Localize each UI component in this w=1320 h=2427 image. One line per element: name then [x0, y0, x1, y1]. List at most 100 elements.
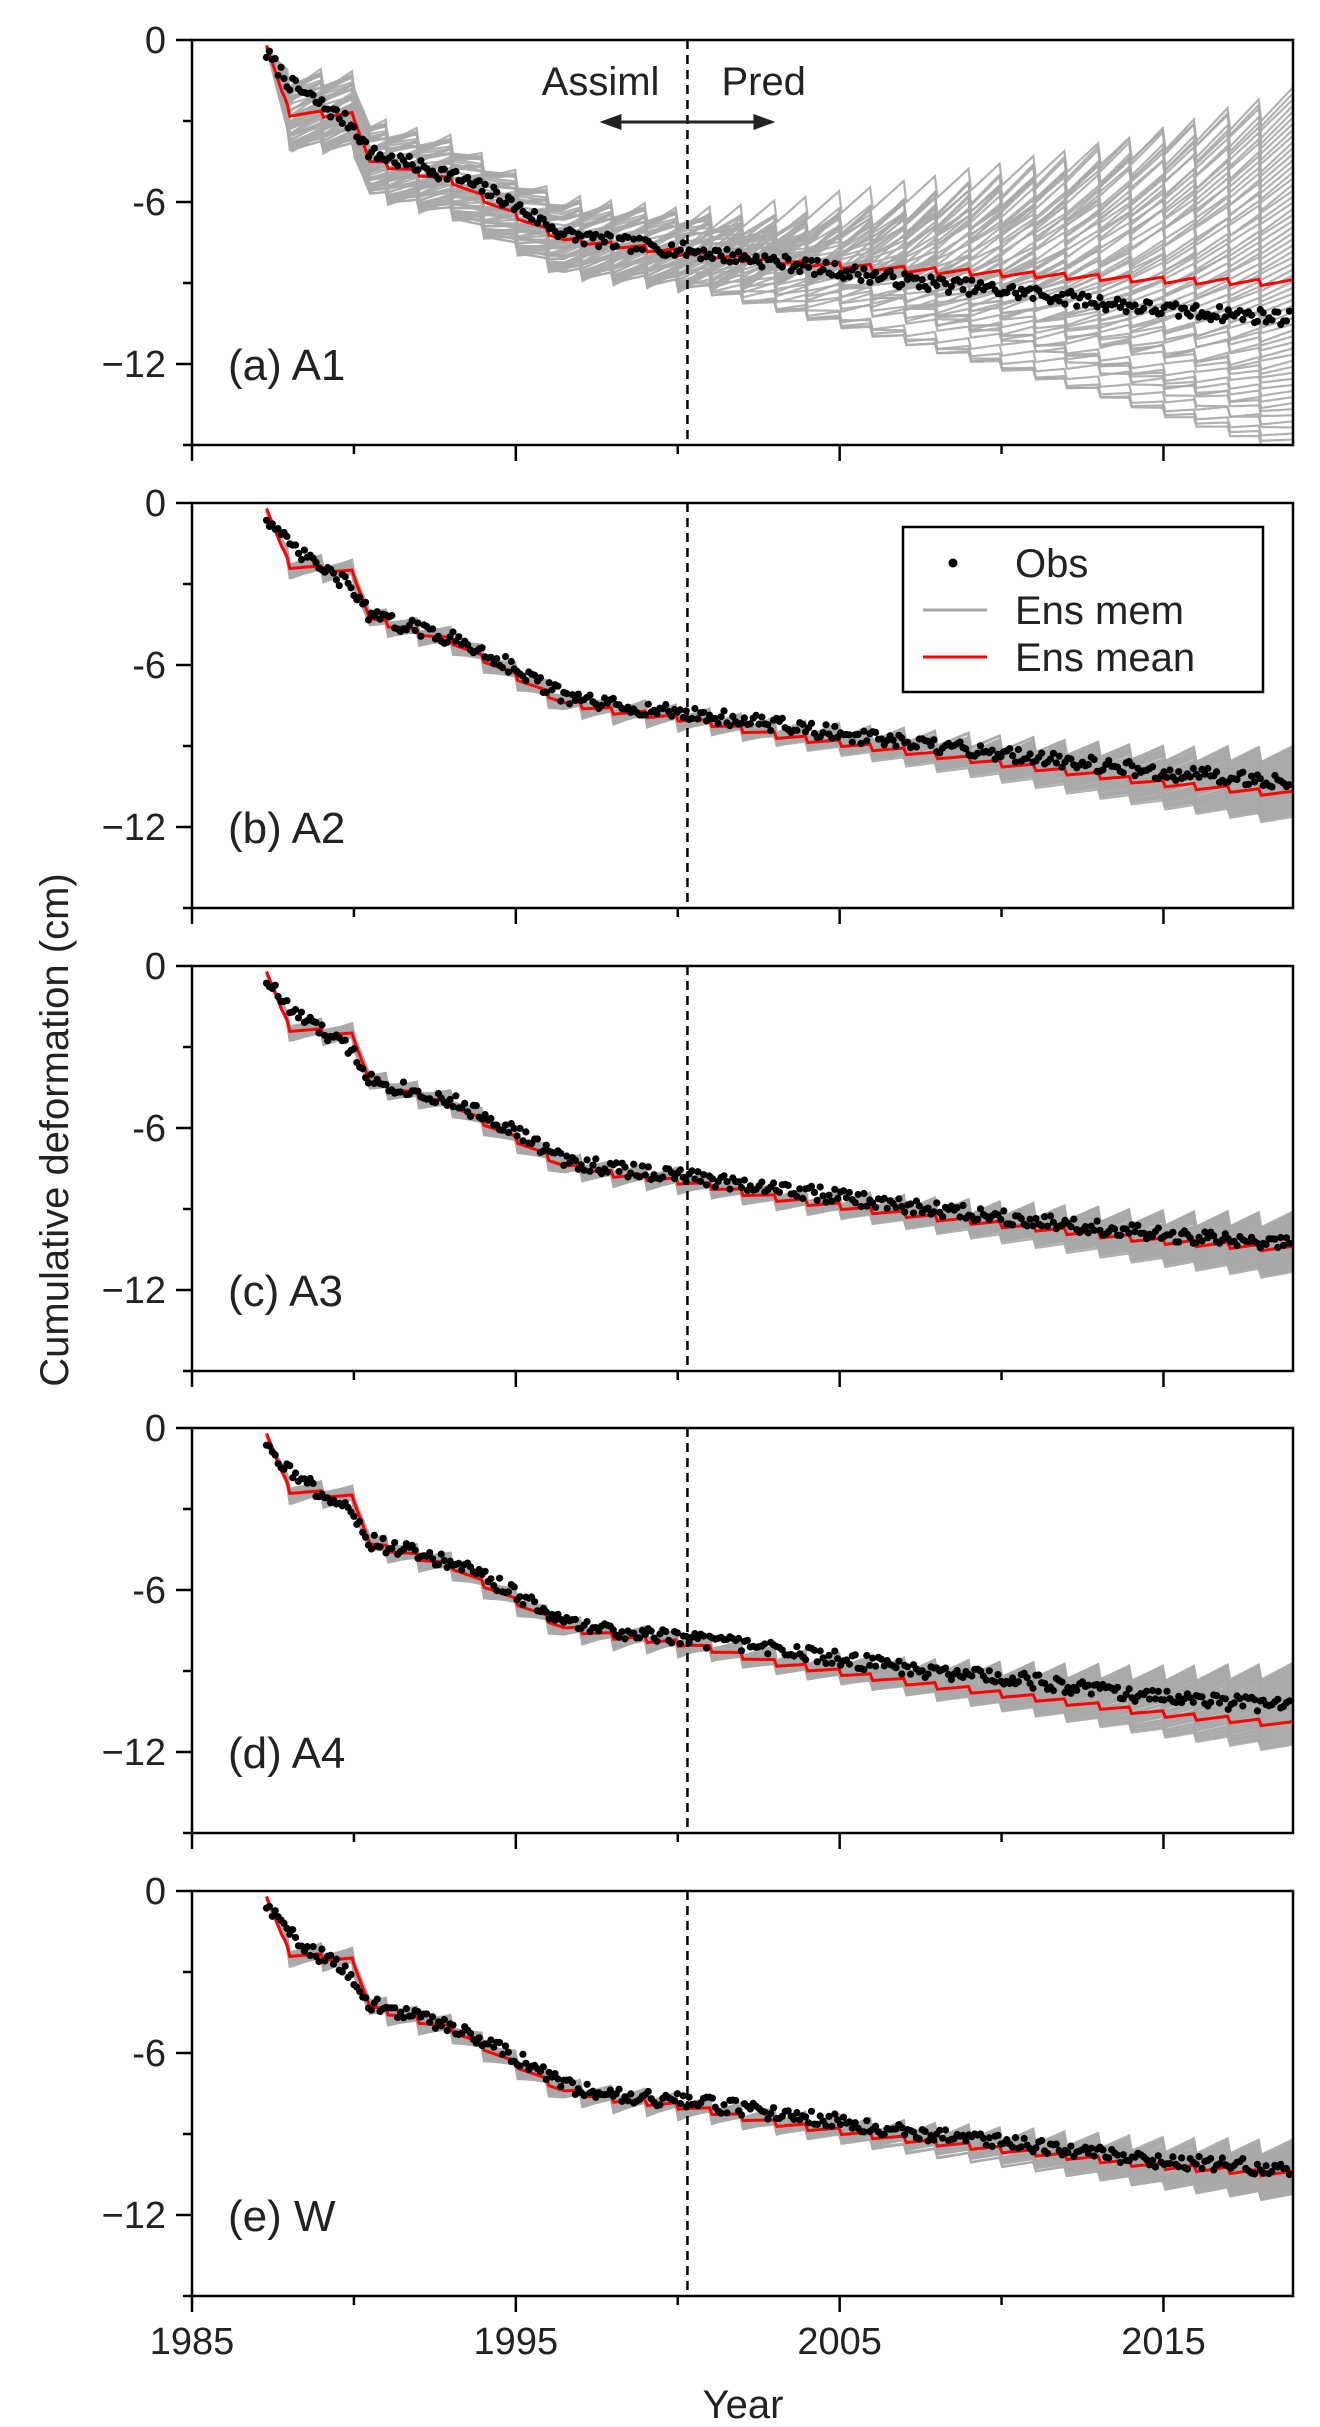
obs-point [300, 546, 308, 554]
obs-point [956, 278, 964, 286]
obs-point [1256, 775, 1264, 783]
obs-point [1026, 1215, 1034, 1223]
obs-point [271, 1907, 279, 1915]
ensemble-member-line [265, 1898, 1293, 2188]
obs-point [813, 2120, 821, 2128]
obs-point [1285, 2170, 1293, 2179]
obs-point [720, 707, 728, 715]
obs-point [790, 2115, 798, 2123]
obs-point [437, 1550, 445, 1558]
ensemble-member-line [265, 1898, 1293, 2184]
obs-point [560, 1161, 568, 1169]
obs-point [1239, 1702, 1247, 1710]
obs-point [635, 1173, 644, 1181]
panel-frame [190, 38, 1295, 447]
obs-point [408, 2012, 416, 2020]
ensemble-member-line [265, 973, 1293, 1257]
panel-label: (d) A4 [228, 1729, 345, 1778]
obs-point [399, 1078, 408, 1086]
obs-point [327, 113, 335, 121]
obs-point [860, 265, 868, 273]
obs-point [994, 1671, 1002, 1679]
obs-point [528, 216, 536, 224]
obs-point [429, 2013, 437, 2021]
obs-point [857, 739, 865, 748]
obs-point [851, 2119, 859, 2127]
obs-point [1282, 317, 1291, 325]
obs-point [939, 1213, 947, 1221]
obs-point [297, 556, 306, 564]
obs-point [452, 1092, 460, 1100]
obs-point [510, 1583, 518, 1591]
obs-point [901, 270, 909, 278]
obs-point [831, 1647, 839, 1655]
obs-point [501, 2042, 510, 2050]
obs-point [1253, 317, 1261, 325]
obs-point [1198, 1693, 1206, 1701]
obs-point [586, 691, 594, 699]
obs-point [624, 233, 632, 241]
obs-point [568, 2079, 577, 2087]
obs-point [533, 219, 542, 227]
obs-point [1131, 1228, 1139, 1236]
obs-point [1271, 1235, 1279, 1243]
obs-point [898, 280, 906, 288]
panel-a: 0 -6 −12 (a) A1 Assiml Pred [102, 20, 1295, 461]
obs-point [1078, 290, 1087, 298]
obs-point [1090, 755, 1098, 764]
obs-point [834, 1655, 842, 1663]
obs-point [1236, 1695, 1244, 1703]
obs-point [880, 1194, 888, 1202]
obs-point [1186, 1234, 1194, 1242]
obs-point [554, 682, 562, 690]
obs-point [854, 1190, 862, 1199]
obs-point [723, 245, 731, 253]
ensemble-member-line [265, 973, 1293, 1264]
obs-point [519, 1137, 527, 1145]
obs-point [915, 2135, 923, 2143]
obs-point [1248, 772, 1256, 780]
y-tick-label: 0 [145, 483, 166, 525]
obs-point [504, 1588, 512, 1596]
ensemble-member-line [265, 49, 1293, 253]
obs-point [388, 611, 396, 620]
obs-point [784, 1181, 792, 1189]
obs-point [700, 1171, 708, 1179]
obs-point [732, 2096, 740, 2105]
obs-point [1178, 2154, 1186, 2162]
obs-point [915, 283, 923, 291]
obs-point [414, 2008, 422, 2016]
obs-point [1248, 311, 1256, 319]
obs-point [539, 2063, 547, 2071]
obs-point [280, 74, 288, 83]
obs-point [504, 2048, 512, 2056]
obs-point [1009, 1221, 1017, 1229]
obs-point [449, 1103, 457, 1111]
obs-point [1128, 1221, 1136, 1229]
obs-point [898, 1670, 906, 1678]
ensemble-member-line [265, 48, 1293, 279]
obs-point [1055, 297, 1063, 305]
obs-point [1250, 778, 1259, 786]
obs-point [1183, 2165, 1191, 2173]
obs-point [542, 688, 550, 697]
obs-point [531, 207, 539, 216]
obs-point [1285, 1697, 1293, 1705]
obs-point [1207, 2154, 1215, 2163]
obs-point [1105, 757, 1113, 765]
obs-point [1084, 1681, 1092, 1689]
obs-point [1009, 1674, 1017, 1682]
obs-point [953, 1667, 961, 1675]
obs-point [1113, 1683, 1122, 1691]
obs-point [350, 123, 358, 131]
y-tick-label: 0 [145, 1408, 166, 1450]
obs-point [936, 2126, 944, 2134]
obs-point [863, 2117, 871, 2125]
obs-point [703, 1181, 711, 1189]
obs-point [898, 2124, 906, 2132]
obs-point [1259, 309, 1267, 317]
obs-point [988, 280, 996, 288]
obs-point [863, 1651, 871, 1660]
